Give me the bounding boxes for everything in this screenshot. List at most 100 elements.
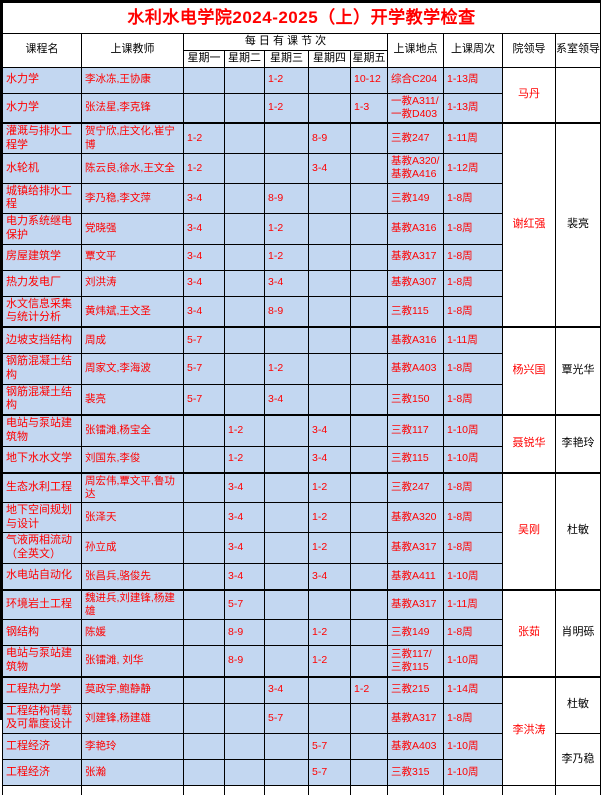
day-4-cell[interactable]: 3-4 [309,563,351,590]
day-2-cell[interactable] [225,296,265,327]
dept-leader-cell[interactable]: 肖明砾 [556,590,601,677]
dept-leader-cell[interactable]: 李艳玲 [556,415,601,473]
day-5-cell[interactable] [351,270,388,296]
course-cell[interactable]: 热力发电厂 [3,270,82,296]
day-2-cell[interactable] [225,677,265,704]
day-3-cell[interactable]: 1-2 [265,244,309,270]
course-cell[interactable]: 水电站自动化 [3,563,82,590]
day-3-cell[interactable]: 1-2 [265,214,309,245]
teacher-cell[interactable]: 贺宁欣,庄文化,崔宁博 [82,123,184,154]
location-cell[interactable]: 基教A316 [388,327,444,354]
day-5-cell[interactable] [351,533,388,564]
weeks-cell[interactable]: 1-8周 [444,296,503,327]
day-2-cell[interactable] [225,760,265,786]
day-2-cell[interactable]: 5-7 [225,590,265,620]
course-cell[interactable]: 钢筋混凝土结构 [3,384,82,415]
course-cell[interactable]: 电站与泵站建筑物 [3,415,82,446]
weeks-cell[interactable]: 1-8周 [444,502,503,533]
course-cell[interactable]: 钢结构 [3,620,82,646]
teacher-cell[interactable]: 莫政宇,鲍静静 [82,677,184,704]
location-cell[interactable]: 基教A317 [388,533,444,564]
day-3-cell[interactable]: 5-7 [265,703,309,734]
weeks-cell[interactable]: 1-10周 [444,415,503,446]
teacher-cell[interactable]: 刘洪涛 [82,270,184,296]
location-cell[interactable]: 一教A311/一教D403 [388,93,444,123]
course-cell[interactable]: 工程结构荷载及可靠度设计 [3,703,82,734]
course-cell[interactable]: 工程热力学 [3,677,82,704]
day-2-cell[interactable] [225,270,265,296]
day-4-cell[interactable] [309,214,351,245]
course-cell[interactable]: 水文信息采集与统计分析 [3,296,82,327]
day-3-cell[interactable]: 3-4 [265,270,309,296]
course-cell[interactable]: 工程经济 [3,760,82,786]
day-2-cell[interactable]: 8-9 [225,646,265,677]
weeks-cell[interactable]: 1-8周 [444,620,503,646]
dept-leader-cell[interactable]: 覃光华 [556,327,601,415]
weeks-cell[interactable]: 1-11周 [444,123,503,154]
day-2-cell[interactable] [225,703,265,734]
teacher-cell[interactable]: 张瀚 [82,760,184,786]
location-cell[interactable]: 三教247 [388,473,444,503]
day-2-cell[interactable]: 3-4 [225,502,265,533]
day-5-cell[interactable] [351,446,388,473]
day-5-cell[interactable] [351,384,388,415]
teacher-cell[interactable]: 覃文平 [82,244,184,270]
day-5-cell[interactable] [351,620,388,646]
day-5-cell[interactable] [351,296,388,327]
weeks-cell[interactable]: 1-11周 [444,327,503,354]
college-leader-cell[interactable]: 聂锐华 [503,415,556,473]
day-5-cell[interactable] [351,502,388,533]
college-leader-cell[interactable]: 杨兴国 [503,327,556,415]
college-leader-cell[interactable]: 张茹 [503,590,556,677]
day-5-cell[interactable] [351,646,388,677]
weeks-cell[interactable]: 1-13周 [444,67,503,93]
day-1-cell[interactable] [184,590,225,620]
teacher-cell[interactable]: 党晓强 [82,214,184,245]
dept-leader-cell[interactable]: 杜敏 [556,677,601,734]
day-1-cell[interactable] [184,760,225,786]
teacher-cell[interactable]: 周成 [82,327,184,354]
day-2-cell[interactable] [225,734,265,760]
day-4-cell[interactable] [309,244,351,270]
day-1-cell[interactable]: 5-7 [184,327,225,354]
day-4-cell[interactable]: 1-2 [309,620,351,646]
day-3-cell[interactable]: 3-4 [265,384,309,415]
teacher-cell[interactable]: 黄炜斌,王文圣 [82,296,184,327]
day-4-cell[interactable] [309,590,351,620]
college-leader-cell[interactable]: 马丹 [503,67,556,123]
weeks-cell[interactable]: 1-8周 [444,473,503,503]
dept-leader-cell[interactable]: 李乃稳 [556,734,601,786]
location-cell[interactable]: 基教A403 [388,354,444,385]
teacher-cell[interactable]: 张昌兵,骆俊先 [82,563,184,590]
weeks-cell[interactable]: 1-10周 [444,760,503,786]
course-cell[interactable]: 灌溉与排水工程学 [3,123,82,154]
day-5-cell[interactable] [351,760,388,786]
day-1-cell[interactable] [184,677,225,704]
location-cell[interactable]: 基教A317 [388,590,444,620]
day-5-cell[interactable] [351,327,388,354]
location-cell[interactable]: 基教A307 [388,270,444,296]
location-cell[interactable]: 三教115 [388,446,444,473]
teacher-cell[interactable]: 陈媛 [82,620,184,646]
location-cell[interactable]: 基教A320/基教A416 [388,154,444,183]
day-1-cell[interactable] [184,67,225,93]
day-4-cell[interactable]: 5-7 [309,760,351,786]
weeks-cell[interactable]: 1-8周 [444,244,503,270]
day-1-cell[interactable]: 3-4 [184,296,225,327]
day-5-cell[interactable] [351,473,388,503]
day-4-cell[interactable] [309,354,351,385]
weeks-cell[interactable]: 1-10周 [444,446,503,473]
day-4-cell[interactable]: 1-2 [309,533,351,564]
day-1-cell[interactable]: 1-2 [184,123,225,154]
day-1-cell[interactable] [184,734,225,760]
day-5-cell[interactable] [351,214,388,245]
location-cell[interactable]: 三教150 [388,384,444,415]
day-5-cell[interactable] [351,415,388,446]
day-1-cell[interactable] [184,473,225,503]
day-1-cell[interactable]: 3-4 [184,270,225,296]
day-5-cell[interactable] [351,590,388,620]
course-cell[interactable]: 城镇给排水工程 [3,183,82,214]
teacher-cell[interactable]: 周家文,李海波 [82,354,184,385]
location-cell[interactable]: 三教115 [388,296,444,327]
day-3-cell[interactable] [265,734,309,760]
